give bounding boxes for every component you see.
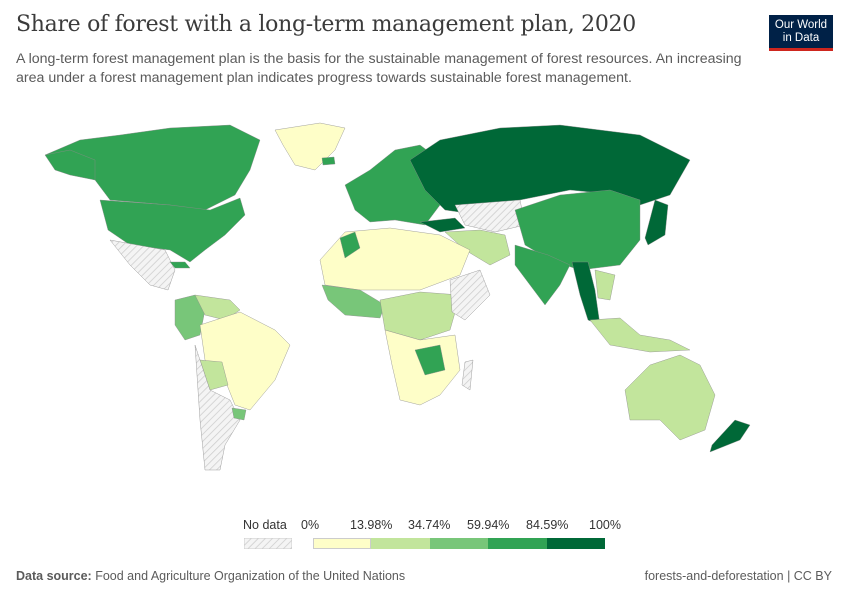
region-alaska[interactable] xyxy=(44,149,96,181)
region-iceland[interactable] xyxy=(321,156,336,166)
legend-tick: 0% xyxy=(301,518,320,532)
region-japan[interactable] xyxy=(644,199,669,246)
region-east-africa[interactable] xyxy=(449,269,491,321)
region-india[interactable] xyxy=(514,244,571,306)
source-label: Data source: xyxy=(16,569,92,583)
region-morocco[interactable] xyxy=(339,231,361,259)
region-canada[interactable] xyxy=(44,124,261,211)
footer-license[interactable]: forests-and-deforestation | CC BY xyxy=(644,569,832,583)
legend-no-data-swatch xyxy=(244,538,292,549)
map-legend: No data 0% 13.98% 34.74% 59.94% 84.59% 1… xyxy=(240,518,630,554)
region-central-asia[interactable] xyxy=(454,199,526,233)
legend-tick: 100% xyxy=(589,518,621,532)
region-madagascar[interactable] xyxy=(461,359,474,391)
region-new-zealand[interactable] xyxy=(709,419,751,453)
region-argentina-chile[interactable] xyxy=(194,344,241,471)
owid-logo[interactable]: Our World in Data xyxy=(769,15,833,51)
legend-bin-2[interactable] xyxy=(430,538,488,549)
legend-tick: 34.74% xyxy=(408,518,451,532)
subtitle: A long-term forest management plan is th… xyxy=(16,51,742,86)
region-zambia-zimbabwe[interactable] xyxy=(414,344,446,376)
legend-tick: 59.94% xyxy=(467,518,510,532)
region-cuba[interactable] xyxy=(169,261,191,269)
region-turkey[interactable] xyxy=(419,217,466,233)
legend-bin-4[interactable] xyxy=(547,538,605,549)
legend-tick: 13.98% xyxy=(350,518,393,532)
data-source: Data source: Food and Agriculture Organi… xyxy=(16,569,405,583)
region-mexico-central-america[interactable] xyxy=(109,239,176,291)
region-australia[interactable] xyxy=(624,354,716,441)
legend-tick: 84.59% xyxy=(526,518,569,532)
region-indochina[interactable] xyxy=(594,269,616,301)
legend-bin-0[interactable] xyxy=(313,538,371,549)
world-map[interactable] xyxy=(0,110,850,510)
region-usa[interactable] xyxy=(99,197,246,263)
legend-no-data-label: No data xyxy=(243,518,287,532)
region-west-africa[interactable] xyxy=(321,284,386,319)
region-indonesia[interactable] xyxy=(589,317,691,353)
legend-bin-1[interactable] xyxy=(371,538,430,549)
page-title: Share of forest with a long-term managem… xyxy=(16,12,636,37)
source-link[interactable]: Food and Agriculture Organization of the… xyxy=(95,569,406,583)
region-uruguay[interactable] xyxy=(231,407,247,421)
legend-bin-3[interactable] xyxy=(488,538,547,549)
